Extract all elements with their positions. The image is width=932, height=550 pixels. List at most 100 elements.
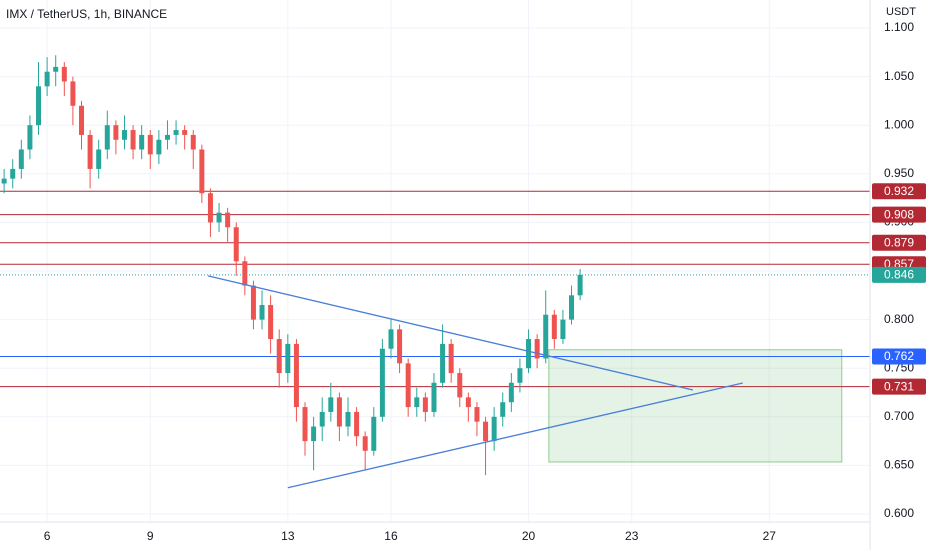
candle-body bbox=[44, 71, 50, 87]
candle-body bbox=[259, 305, 265, 320]
candle-body bbox=[336, 397, 342, 427]
candle-body bbox=[199, 149, 205, 194]
y-axis-label: USDT bbox=[886, 6, 916, 18]
candle-body bbox=[414, 397, 420, 408]
candle-body bbox=[379, 348, 385, 417]
plot bbox=[0, 55, 870, 489]
candle-body bbox=[543, 314, 549, 359]
price-badge-label: 0.762 bbox=[884, 349, 914, 363]
price-badge-label: 0.879 bbox=[884, 235, 914, 249]
candle-body bbox=[164, 134, 170, 140]
candle-body bbox=[61, 66, 67, 82]
candle-body bbox=[526, 339, 532, 369]
candle-body bbox=[474, 407, 480, 422]
candle-body bbox=[70, 81, 76, 106]
candle-body bbox=[422, 397, 428, 412]
price-badge-label: 0.846 bbox=[884, 268, 914, 282]
candle-body bbox=[388, 329, 394, 349]
x-tick-label: 13 bbox=[281, 529, 295, 543]
candle-body bbox=[156, 139, 162, 155]
candle-body bbox=[104, 125, 110, 150]
candle-body bbox=[311, 426, 317, 442]
y-tick-label: 1.050 bbox=[884, 69, 914, 83]
candle-body bbox=[534, 339, 540, 359]
candle-body bbox=[354, 411, 360, 437]
axis: 0.6000.6500.7000.7500.8000.8500.9000.950… bbox=[44, 20, 926, 543]
x-tick-label: 23 bbox=[625, 529, 639, 543]
candle-body bbox=[53, 66, 59, 72]
y-tick-label: 1.100 bbox=[884, 20, 914, 34]
candle-body bbox=[465, 397, 471, 408]
price-badge-label: 0.932 bbox=[884, 184, 914, 198]
y-tick-label: 0.650 bbox=[884, 458, 914, 472]
candle-body bbox=[457, 373, 463, 398]
y-tick-label: 1.000 bbox=[884, 117, 914, 131]
x-tick-label: 20 bbox=[522, 529, 536, 543]
candle-body bbox=[397, 329, 403, 364]
price-badge bbox=[872, 234, 926, 251]
trendline bbox=[207, 275, 694, 391]
candle-body bbox=[78, 105, 84, 135]
trendline bbox=[287, 382, 743, 489]
candle-body bbox=[207, 193, 213, 223]
price-badge-label: 0.731 bbox=[884, 379, 914, 393]
candle-body bbox=[302, 407, 308, 442]
price-badge bbox=[872, 206, 926, 223]
candle-body bbox=[173, 130, 179, 135]
target-zone bbox=[548, 349, 843, 463]
candle-body bbox=[345, 411, 351, 427]
candle-body bbox=[285, 343, 291, 374]
candle-body bbox=[87, 134, 93, 169]
y-tick-label: 0.800 bbox=[884, 312, 914, 326]
candle-body bbox=[216, 212, 222, 223]
candle-body bbox=[491, 416, 497, 442]
x-tick-label: 27 bbox=[763, 529, 777, 543]
candle-body bbox=[431, 382, 437, 412]
price-badge bbox=[872, 348, 926, 365]
candle-body bbox=[250, 285, 256, 320]
candle-body bbox=[268, 305, 274, 340]
price-badge bbox=[872, 378, 926, 395]
x-tick-label: 6 bbox=[44, 529, 51, 543]
candle-body bbox=[147, 134, 153, 155]
price-badge bbox=[872, 266, 926, 283]
candle-body bbox=[242, 261, 248, 286]
candle-body bbox=[27, 125, 33, 150]
y-tick-label: 0.700 bbox=[884, 409, 914, 423]
candle-body bbox=[319, 411, 325, 427]
candle-body bbox=[1, 178, 7, 184]
candle-body bbox=[182, 130, 188, 135]
grid bbox=[0, 0, 870, 522]
price-badge-label: 0.908 bbox=[884, 207, 914, 221]
candle-body bbox=[293, 343, 299, 408]
candle-body bbox=[10, 168, 16, 179]
candle-body bbox=[517, 368, 523, 383]
candle-body bbox=[36, 86, 42, 126]
candle-body bbox=[18, 149, 24, 169]
candle-body bbox=[440, 343, 446, 383]
candle-body bbox=[276, 339, 282, 374]
candle-body bbox=[328, 397, 334, 412]
candle-body bbox=[577, 274, 583, 296]
x-tick-label: 9 bbox=[147, 529, 154, 543]
candle-body bbox=[483, 421, 489, 442]
candle-body bbox=[508, 382, 514, 403]
price-badge bbox=[872, 183, 926, 200]
candle-body bbox=[560, 319, 566, 340]
candle-body bbox=[233, 227, 239, 262]
candle-body bbox=[569, 295, 575, 320]
x-tick-label: 16 bbox=[384, 529, 398, 543]
candle-body bbox=[371, 416, 377, 451]
chart-title: IMX / TetherUS, 1h, BINANCE bbox=[6, 7, 167, 21]
candle-body bbox=[113, 125, 119, 140]
y-tick-label: 0.600 bbox=[884, 506, 914, 520]
candle-body bbox=[500, 402, 506, 417]
candle-body bbox=[190, 134, 196, 150]
candle-body bbox=[139, 134, 145, 150]
candle-body bbox=[362, 436, 368, 451]
candle-body bbox=[405, 363, 411, 408]
candle-body bbox=[121, 130, 127, 140]
candle-body bbox=[96, 149, 102, 169]
candle-body bbox=[448, 343, 454, 374]
